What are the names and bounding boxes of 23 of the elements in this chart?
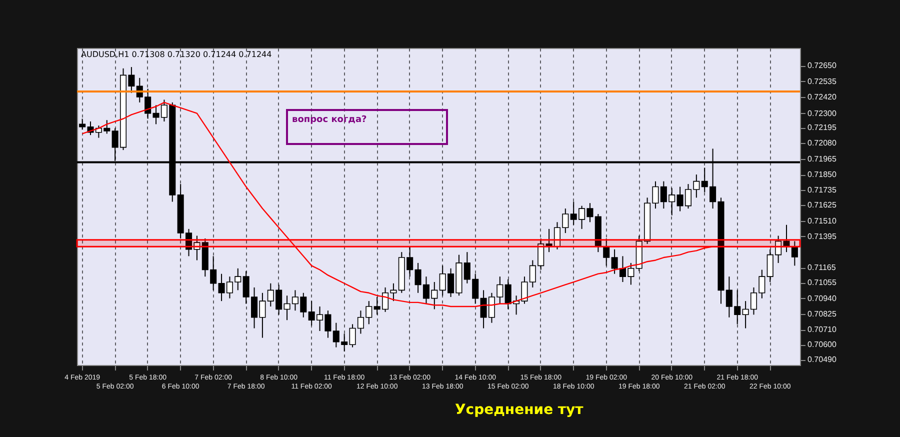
y-tick-label: 0.71055 [808,278,837,288]
y-tick-label: 0.71510 [808,216,837,226]
y-tick-label: 0.72300 [808,108,837,118]
y-tick-label: 0.71395 [808,232,837,241]
y-tick-label: 0.71735 [808,186,837,195]
y-tick-label: 0.71165 [808,263,836,272]
y-tick-label: 0.70490 [808,355,837,364]
candlestick [791,240,798,266]
y-tick-label: 0.72420 [808,92,837,102]
y-tick-label: 0.72195 [808,123,837,132]
y-tick-label: 0.72650 [808,61,837,70]
annotation: вопрос когда? [292,115,367,125]
y-tick-label: 0.72535 [808,76,837,86]
y-tick-label: 0.72080 [808,138,837,148]
y-tick-label: 0.71965 [808,154,837,164]
y-tick-label: 0.71850 [808,170,837,180]
y-tick-label: 0.70940 [808,294,837,303]
y-tick-label: 0.70600 [808,340,837,350]
y-tick-label: 0.70710 [808,325,837,334]
chart-subtitle: AUDUSD,H1 0.71308 0.71320 0.71244 0.71244 [81,50,272,59]
text: Усреднение тут [455,402,584,418]
y-tick-label: 0.70825 [808,309,837,318]
y-tick-label: 0.71625 [808,200,837,210]
